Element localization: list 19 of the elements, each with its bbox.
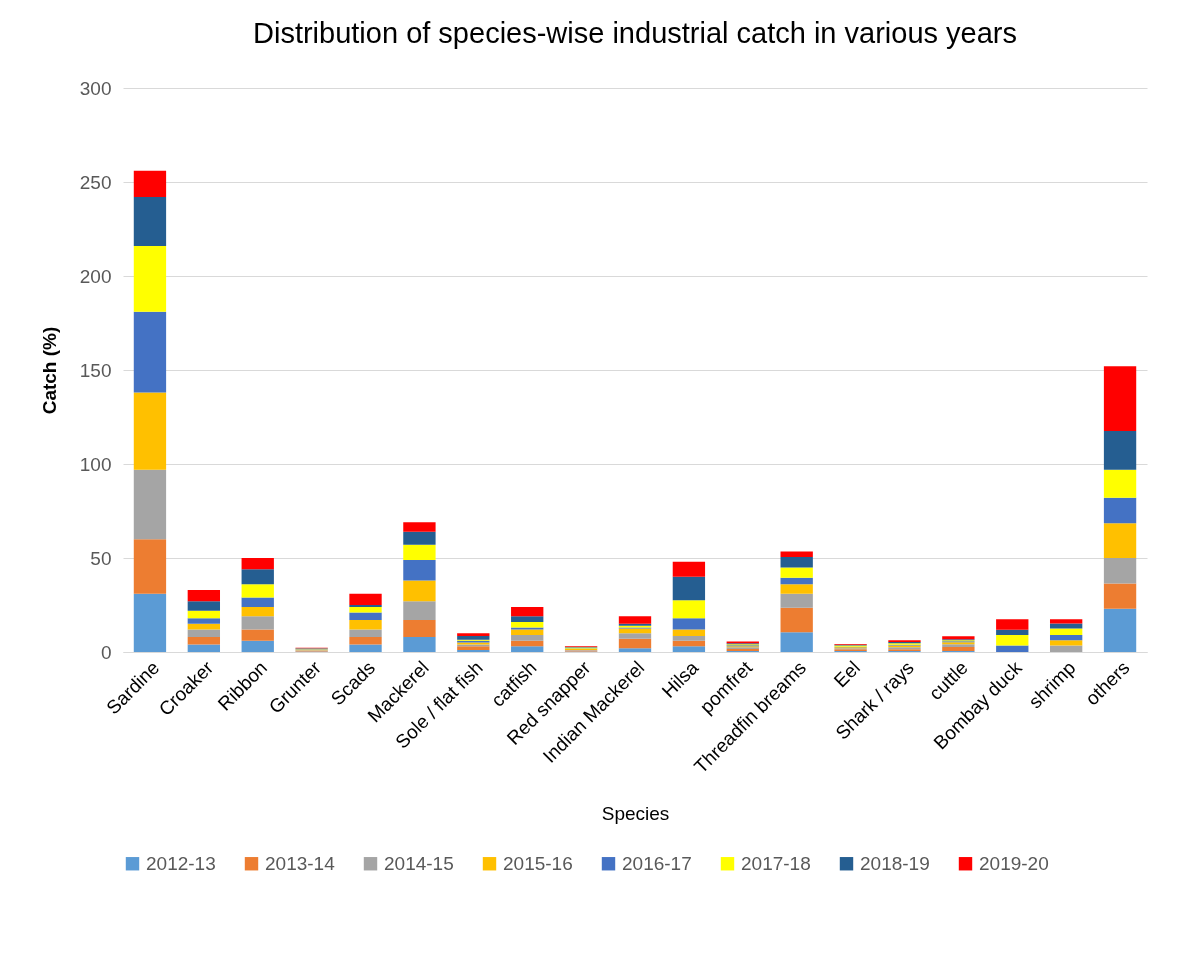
x-tick-label: Eel xyxy=(829,657,865,692)
legend-label: 2015-16 xyxy=(503,852,573,874)
y-axis-title: Catch (%) xyxy=(38,326,60,415)
legend-label: 2013-14 xyxy=(265,852,336,874)
legend-label: 2018-19 xyxy=(860,852,930,874)
y-tick-label: 0 xyxy=(100,641,112,663)
legend-label: 2019-20 xyxy=(979,852,1049,874)
legend-label: 2014-15 xyxy=(384,852,454,874)
legend-label: 2012-13 xyxy=(146,852,216,874)
x-axis-title: Species xyxy=(601,803,670,825)
legend-label: 2017-18 xyxy=(741,852,811,874)
y-tick-label: 300 xyxy=(79,77,112,99)
y-tick-label: 50 xyxy=(90,547,112,569)
y-tick-label: 100 xyxy=(79,453,112,475)
y-tick-label: 250 xyxy=(79,171,112,193)
y-tick-label: 150 xyxy=(79,359,112,381)
y-tick-label: 200 xyxy=(79,265,112,287)
legend-label: 2016-17 xyxy=(622,852,692,874)
chart-title: Distribution of species-wise industrial catch in various years xyxy=(253,17,1017,49)
